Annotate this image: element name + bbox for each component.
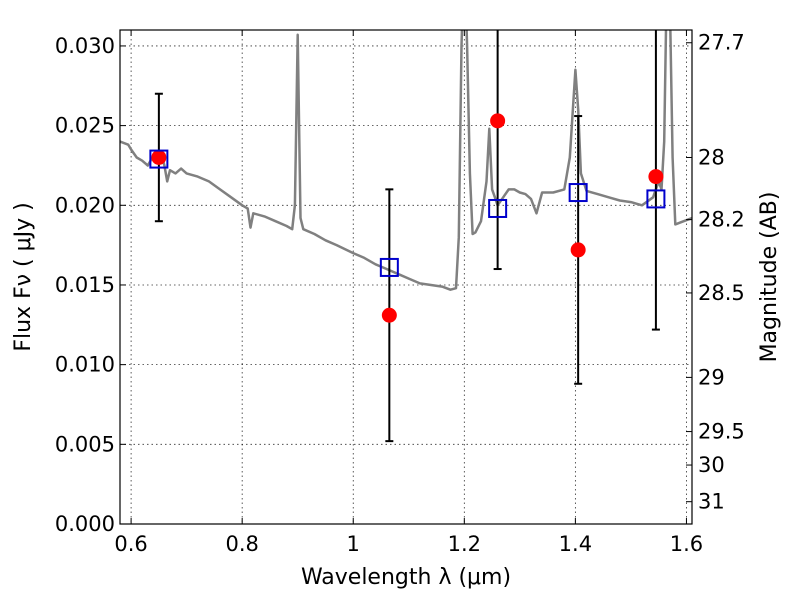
x-tick-label: 1	[347, 532, 360, 556]
magnitude-tick-label: 28	[698, 145, 725, 169]
observed-point	[381, 307, 397, 323]
x-axis-title: Wavelength λ (μm)	[301, 565, 511, 590]
x-ticks: 0.6 0.8 1 1.2 1.4 1.6	[114, 30, 703, 556]
plot-frame	[119, 29, 693, 525]
errorbar-layer	[154, 30, 660, 443]
model-point	[646, 189, 666, 209]
observed-point	[570, 242, 586, 258]
observed-point	[490, 113, 506, 129]
model-point	[568, 183, 588, 203]
model-points-layer	[149, 149, 666, 277]
y-axis-title: Flux Fν ( μJy )	[11, 202, 36, 351]
x-tick-label: 0.6	[114, 532, 147, 556]
x-tick-label: 1.4	[559, 532, 592, 556]
magnitude-tick-label: 29	[698, 365, 725, 389]
observed-point	[151, 149, 167, 165]
magnitude-tick-label: 30	[698, 453, 725, 477]
y-tick-label: 0.005	[55, 432, 115, 456]
observed-points-layer	[151, 113, 664, 323]
model-point	[488, 198, 508, 218]
observed-point	[648, 169, 664, 185]
x-tick-label: 1.6	[670, 532, 703, 556]
y-tick-label: 0.030	[55, 34, 115, 58]
y-tick-label: 0.015	[55, 273, 115, 297]
y-tick-label: 0.000	[55, 512, 115, 536]
y-ticks: 0.000 0.005 0.010 0.015 0.020 0.025 0.030	[55, 34, 126, 536]
magnitude-axis-title: Magnitude (AB)	[757, 192, 782, 363]
x-tick-label: 0.8	[225, 532, 258, 556]
y-tick-label: 0.010	[55, 353, 115, 377]
y-tick-label: 0.025	[55, 114, 115, 138]
model-point	[149, 149, 169, 169]
x-tick-label: 1.2	[448, 532, 481, 556]
magnitude-tick-label: 28.2	[698, 208, 745, 232]
magnitude-tick-label: 31	[698, 490, 725, 514]
magnitude-ticks: 27.7 28 28.2 28.5 29 29.5 30 31	[686, 31, 745, 514]
y-tick-label: 0.020	[55, 193, 115, 217]
model-point	[379, 257, 399, 277]
magnitude-tick-label: 27.7	[698, 31, 745, 55]
magnitude-tick-label: 29.5	[698, 420, 745, 444]
model-spectrum-layer	[120, 30, 692, 291]
model-spectrum-line	[120, 30, 692, 291]
magnitude-tick-label: 28.5	[698, 281, 745, 305]
